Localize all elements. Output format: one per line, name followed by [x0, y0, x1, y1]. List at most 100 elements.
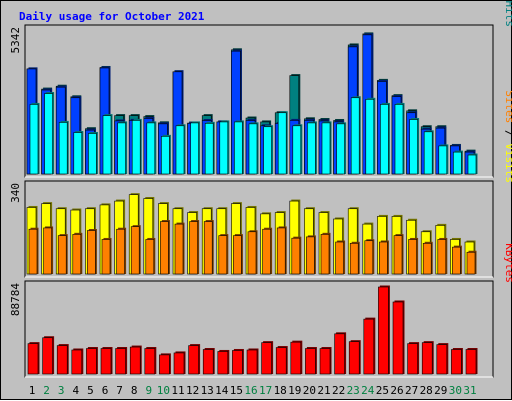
kbytes-bar-2: [42, 337, 53, 375]
panel-hits-files-pages: 5342 Pages / Files / Hits: [9, 1, 512, 178]
kbytes-bar-1: [27, 343, 39, 375]
pages-bar-16: [248, 123, 258, 175]
day-label-11: 11: [171, 384, 184, 397]
kbytes-bar-20: [305, 348, 316, 375]
sites-bar-14: [218, 235, 228, 275]
kbytes-bar-21: [319, 348, 331, 375]
kbytes-bar-5: [86, 348, 97, 375]
sites-bar-25: [379, 241, 388, 275]
pages-bar-25: [380, 104, 389, 175]
sites-bar-4: [72, 234, 82, 275]
kbytes-bar-22: [334, 333, 345, 375]
sites-bar-21: [320, 234, 330, 275]
pages-bar-30: [453, 151, 462, 175]
pages-bar-19: [292, 125, 302, 175]
sites-bar-27: [408, 239, 417, 275]
day-label-20: 20: [303, 384, 316, 397]
sites-bar-26: [393, 235, 403, 275]
day-label-8: 8: [131, 384, 138, 397]
day-label-17: 17: [259, 384, 272, 397]
pages-bar-26: [394, 104, 404, 175]
day-label-26: 26: [390, 384, 403, 397]
day-label-27: 27: [405, 384, 418, 397]
legend-text-4: Hits: [503, 1, 512, 27]
panel-visits-sites-legend: Sites / Visits: [503, 90, 512, 183]
panel-visits-sites-max-label: 340: [9, 183, 22, 203]
panel-hits-files-pages-legend: Pages / Files / Hits: [503, 1, 512, 27]
pages-bar-11: [175, 125, 185, 175]
pages-bar-3: [58, 122, 68, 175]
day-label-28: 28: [420, 384, 433, 397]
kbytes-bar-28: [421, 342, 433, 375]
sites-bar-7: [116, 228, 125, 275]
sites-bar-19: [291, 237, 301, 275]
sites-bar-10: [160, 221, 169, 275]
sites-bar-2: [43, 227, 52, 275]
sites-bar-20: [306, 236, 315, 275]
sites-bar-28: [422, 242, 432, 275]
pages-bar-29: [438, 145, 448, 175]
day-label-15: 15: [230, 384, 243, 397]
kbytes-bar-6: [100, 348, 112, 375]
pages-bar-17: [263, 126, 272, 175]
sites-bar-8: [130, 226, 140, 275]
day-label-10: 10: [157, 384, 170, 397]
legend-text-2: Visits: [503, 143, 512, 183]
pages-bar-9: [146, 122, 156, 175]
day-label-16: 16: [244, 384, 257, 397]
pages-bar-28: [423, 131, 433, 175]
legend-text-0: Sites: [503, 90, 512, 123]
legend-text-1: /: [503, 123, 512, 143]
day-label-14: 14: [215, 384, 229, 397]
day-label-29: 29: [434, 384, 447, 397]
day-label-3: 3: [58, 384, 65, 397]
sites-bar-11: [174, 223, 184, 275]
sites-bar-9: [145, 239, 155, 275]
day-label-18: 18: [274, 384, 287, 397]
pages-bar-10: [161, 136, 170, 175]
pages-bar-4: [73, 132, 83, 175]
kbytes-bar-25: [378, 286, 389, 375]
day-label-24: 24: [361, 384, 375, 397]
panel-kbytes-max-label: 88784: [9, 283, 22, 316]
panel-kbytes: 88784 KBytes: [9, 243, 512, 378]
series-sites: [28, 220, 477, 275]
kbytes-bar-29: [436, 344, 448, 375]
sites-bar-22: [335, 241, 344, 275]
pages-bar-20: [307, 122, 316, 175]
pages-bar-2: [44, 93, 53, 175]
day-label-21: 21: [317, 384, 330, 397]
legend-text-0: KBytes: [503, 243, 512, 283]
day-label-22: 22: [332, 384, 345, 397]
sites-bar-16: [247, 231, 257, 275]
kbytes-bar-3: [56, 345, 68, 375]
kbytes-bar-23: [348, 341, 360, 375]
pages-bar-1: [29, 104, 39, 175]
pages-bar-6: [102, 115, 112, 175]
day-label-1: 1: [29, 384, 36, 397]
day-label-5: 5: [87, 384, 94, 397]
pages-bar-21: [321, 122, 331, 175]
sites-bar-3: [57, 235, 67, 275]
kbytes-bar-8: [129, 346, 141, 375]
day-label-12: 12: [186, 384, 199, 397]
panel-visits-sites: 340 Sites / Visits: [9, 90, 512, 278]
kbytes-bar-24: [363, 318, 375, 375]
kbytes-bar-7: [115, 348, 126, 375]
pages-bar-8: [131, 120, 141, 175]
kbytes-bar-27: [407, 343, 418, 375]
chart-title: Daily usage for October 2021: [19, 10, 205, 23]
sites-bar-13: [203, 221, 213, 275]
pages-bar-22: [336, 123, 345, 175]
series-pages: [29, 92, 478, 175]
day-label-31: 31: [463, 384, 476, 397]
day-label-19: 19: [288, 384, 301, 397]
pages-bar-12: [190, 122, 199, 175]
pages-bar-14: [219, 121, 229, 175]
pages-bar-24: [365, 99, 375, 175]
kbytes-bar-26: [392, 301, 404, 375]
sites-bar-29: [437, 239, 447, 275]
day-label-2: 2: [43, 384, 50, 397]
day-label-13: 13: [201, 384, 214, 397]
